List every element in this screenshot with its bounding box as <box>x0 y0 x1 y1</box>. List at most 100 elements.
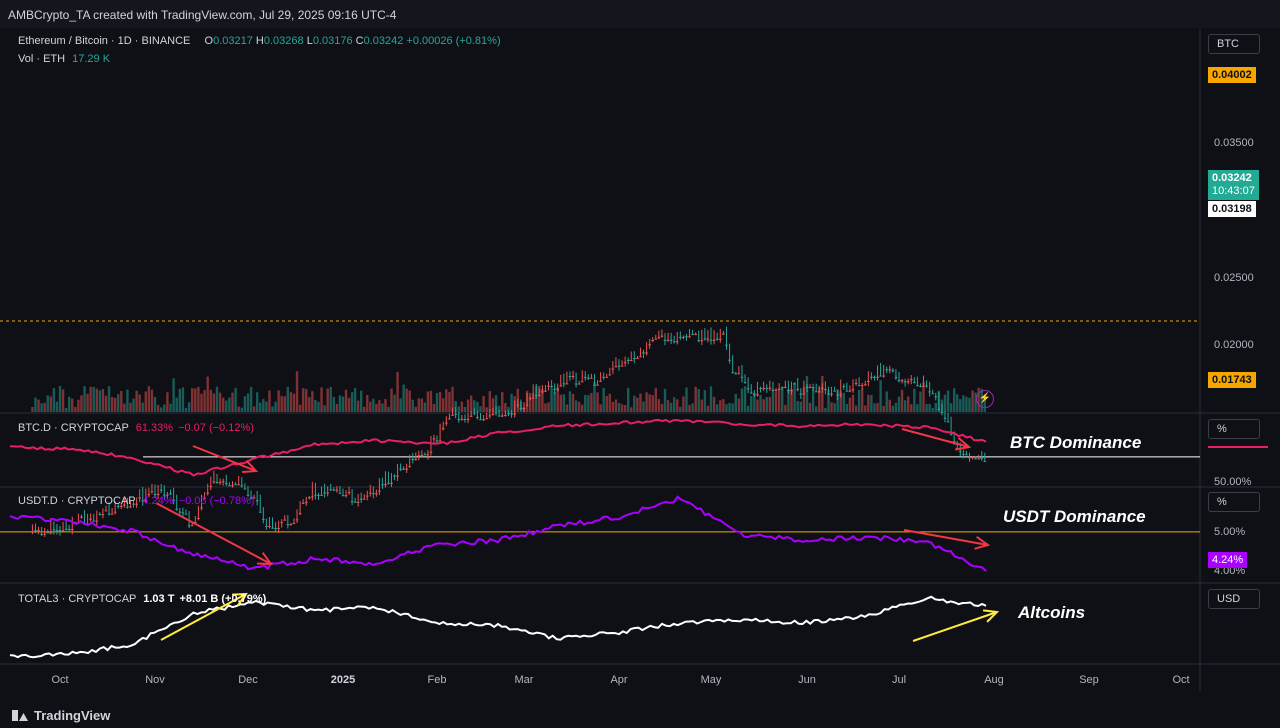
time-label-oct: Oct <box>51 674 69 686</box>
candle-body <box>80 516 83 518</box>
price-scale-column <box>1200 28 1280 692</box>
volume-bar <box>943 394 947 412</box>
volume-bar <box>473 400 476 412</box>
volume-bar <box>457 406 460 412</box>
volume-bar <box>218 392 222 412</box>
volume-bar <box>411 399 414 412</box>
candle-body <box>295 519 299 521</box>
candle-body <box>292 522 296 524</box>
candle-body <box>286 524 290 526</box>
candle-body <box>359 498 363 500</box>
candle-body <box>262 518 265 520</box>
candle-body <box>55 529 59 531</box>
volume-bar <box>774 392 778 412</box>
candle-body <box>126 506 129 508</box>
volume-bar <box>335 403 339 412</box>
volume-bar <box>301 388 305 412</box>
volume-bar <box>827 389 830 412</box>
usdtd-scale-button[interactable]: % <box>1208 492 1260 512</box>
volume-bar <box>928 403 931 412</box>
volume-bar <box>369 401 372 412</box>
candle-body <box>728 359 731 361</box>
candle-body <box>663 339 667 341</box>
candle-body <box>725 344 728 346</box>
volume-bar <box>651 395 654 412</box>
candle-body <box>408 466 412 468</box>
candle-body <box>200 507 203 509</box>
usdtd-arrow-right <box>903 529 989 546</box>
total3-scale-button[interactable]: USD <box>1208 589 1260 609</box>
symbol-title: Ethereum / Bitcoin · 1D · BINANCE <box>18 35 191 47</box>
volume-bar <box>630 407 633 412</box>
candle-body <box>237 484 240 486</box>
candle-body <box>879 375 882 377</box>
volume-bar <box>283 396 286 412</box>
volume-bar <box>765 396 768 412</box>
volume-bar <box>494 395 498 412</box>
volume-bar <box>181 387 185 412</box>
candle-body <box>654 338 658 340</box>
volume-bar <box>423 402 427 412</box>
volume-label: Vol · ETH <box>18 53 66 65</box>
volume-bar <box>771 389 775 412</box>
candle-body <box>378 490 381 492</box>
volume-bar <box>799 401 803 412</box>
chart-canvas[interactable] <box>0 28 1280 692</box>
volume-bar <box>442 398 445 412</box>
candle-body <box>916 385 919 387</box>
candle-body <box>194 522 197 524</box>
candle-body <box>320 494 323 496</box>
candle-body <box>903 381 907 383</box>
candle-body <box>460 418 464 420</box>
candle-body <box>882 375 885 377</box>
volume-bar <box>153 397 157 412</box>
volume-bar <box>513 396 516 412</box>
volume-bar <box>731 403 734 412</box>
candle-body <box>326 492 329 494</box>
volume-bar <box>590 392 593 412</box>
volume-bar <box>37 399 40 412</box>
candle-body <box>46 532 50 534</box>
lightning-icon[interactable]: ⚡ <box>976 390 994 408</box>
volume-bar <box>574 400 578 412</box>
candle-body <box>762 387 765 389</box>
btcd-scale-button[interactable]: % <box>1208 419 1260 439</box>
candle-body <box>368 492 372 494</box>
candle-body <box>885 369 889 371</box>
volume-bar <box>885 391 888 412</box>
volume-bar <box>962 395 965 412</box>
candle-body <box>891 370 895 372</box>
time-label-feb: Feb <box>427 674 447 686</box>
candle-body <box>863 384 867 386</box>
candle-body <box>426 454 430 456</box>
volume-bar <box>58 386 62 412</box>
candle-body <box>743 382 747 384</box>
candle-body <box>559 385 563 387</box>
footer-brand[interactable]: TradingView <box>34 708 111 723</box>
volume-bar <box>169 403 172 412</box>
volume-bar <box>956 394 959 412</box>
candle-body <box>482 419 485 421</box>
volume-bar <box>584 394 587 412</box>
candle-body <box>940 412 944 414</box>
ohlc-open: 0.03217 <box>213 35 253 47</box>
volume-bar <box>688 404 691 412</box>
btcd-arrow-left <box>192 445 257 472</box>
candle-body <box>432 438 436 440</box>
volume-bar <box>682 396 685 412</box>
total3-arrow-left <box>160 593 247 641</box>
candle-body <box>101 514 105 516</box>
volume-bar <box>249 386 253 412</box>
candle-body <box>387 482 390 484</box>
candle-body <box>962 453 965 455</box>
volume-bar <box>110 397 114 412</box>
total3-line <box>9 595 987 659</box>
currency-scale-button[interactable]: BTC <box>1208 34 1260 54</box>
volume-bar <box>734 393 737 412</box>
volume-bar <box>225 400 228 412</box>
volume-bar <box>762 399 765 412</box>
volume-bar <box>402 384 405 412</box>
volume-bar <box>919 391 922 412</box>
candle-body <box>159 489 163 491</box>
volume-bar <box>581 404 584 412</box>
